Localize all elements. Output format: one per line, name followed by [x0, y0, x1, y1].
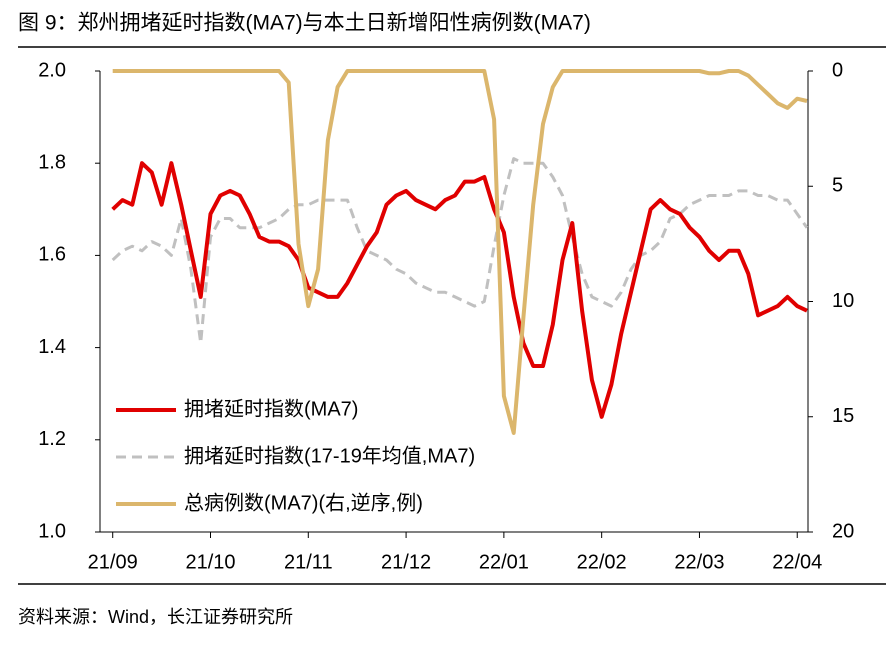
legend-label: 拥堵延时指数(MA7): [184, 397, 358, 420]
y2-tick-label: 20: [832, 520, 854, 542]
source-note: 资料来源：Wind，长江证券研究所: [18, 607, 293, 627]
x-tick-label: 21/11: [284, 551, 333, 573]
y-tick-label: 2.0: [38, 59, 66, 81]
y-tick-label: 1.4: [38, 336, 66, 358]
x-tick-label: 22/03: [674, 551, 724, 573]
x-tick-label: 22/04: [772, 551, 822, 573]
legend-label: 总病例数(MA7)(右,逆序,例): [184, 491, 423, 514]
chart-title: 图 9：郑州拥堵延时指数(MA7)与本土日新增阳性病例数(MA7): [18, 12, 591, 35]
series-line: [111, 157, 809, 345]
x-tick-label: 22/02: [577, 551, 627, 573]
y-tick-label: 1.6: [38, 244, 66, 266]
y2-tick-label: 15: [832, 405, 854, 427]
y2-tick-label: 0: [832, 59, 843, 81]
y2-tick-label: 5: [832, 175, 843, 197]
y-tick-label: 1.8: [38, 151, 66, 173]
x-tick-label: 21/09: [88, 551, 138, 573]
series-line: [111, 161, 808, 419]
y-tick-label: 1.0: [38, 520, 66, 542]
y2-tick-label: 10: [832, 290, 854, 312]
x-tick-label: 22/01: [479, 551, 529, 573]
x-tick-label: 21/12: [381, 551, 431, 573]
x-tick-label: 21/10: [185, 551, 235, 573]
series-line: [112, 69, 808, 435]
y-tick-label: 1.2: [38, 428, 66, 450]
legend-label: 拥堵延时指数(17-19年均值,MA7): [184, 444, 475, 467]
